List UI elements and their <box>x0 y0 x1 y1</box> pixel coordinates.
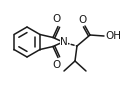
Text: O: O <box>79 15 87 25</box>
Text: N: N <box>60 37 68 47</box>
Text: OH: OH <box>105 31 121 41</box>
Text: O: O <box>53 60 61 69</box>
Text: O: O <box>53 15 61 25</box>
